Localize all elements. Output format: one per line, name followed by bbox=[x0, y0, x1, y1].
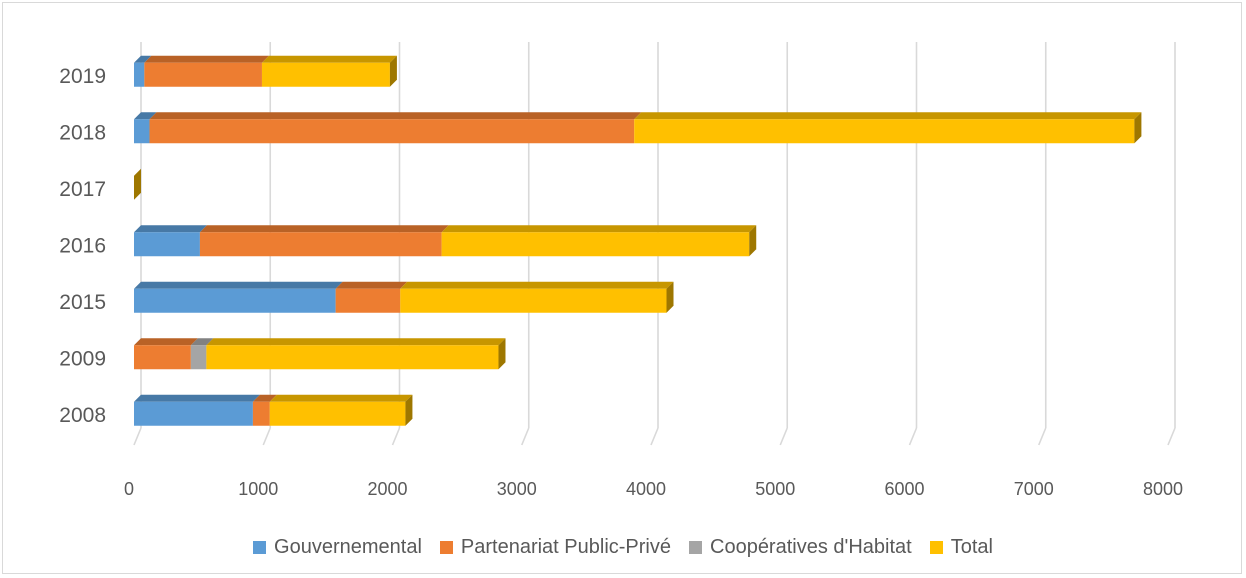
legend-label-partenariat: Partenariat Public-Privé bbox=[460, 535, 671, 558]
legend-label-gouvernemental: Gouvernemental bbox=[274, 535, 422, 558]
x-tick-label: 4000 bbox=[626, 479, 666, 499]
bar-2008-gouvernemental-top bbox=[134, 394, 260, 402]
bar-end-face bbox=[498, 338, 506, 370]
bar-2009-total bbox=[206, 345, 499, 370]
bar-2015-total-top bbox=[400, 281, 674, 289]
bar-2016-gouvernemental bbox=[134, 232, 200, 257]
floor-gridline bbox=[133, 427, 142, 446]
x-tick-label: 6000 bbox=[884, 479, 924, 499]
legend-swatch-cooperatives bbox=[689, 540, 702, 554]
legend: Gouvernemental Partenariat Public-Privé … bbox=[0, 532, 1246, 562]
bar-2018-total-top bbox=[634, 112, 1142, 120]
y-tick-label: 2016 bbox=[59, 234, 106, 257]
bar-2019-partenariat-public-priv- bbox=[144, 62, 262, 87]
floor-gridline bbox=[1038, 427, 1047, 446]
legend-item-total: Total bbox=[929, 535, 993, 559]
bar-2019-gouvernemental-top bbox=[134, 55, 152, 63]
bar-group-2009 bbox=[134, 338, 506, 370]
bar-2015-gouvernemental bbox=[134, 288, 336, 313]
bar-2008-partenariat-public-priv- bbox=[252, 401, 270, 426]
x-tick-label: 8000 bbox=[1143, 479, 1183, 499]
bar-2019-gouvernemental bbox=[134, 62, 145, 87]
y-tick-label: 2018 bbox=[59, 121, 106, 144]
bar-2008-total bbox=[269, 401, 406, 426]
bar-end-face bbox=[389, 55, 397, 87]
bar-2015-partenariat-public-priv--top bbox=[335, 281, 408, 289]
x-tick-label: 5000 bbox=[755, 479, 795, 499]
y-tick-label: 2019 bbox=[59, 65, 106, 88]
bar-end-face bbox=[1134, 112, 1142, 144]
floor-gridline bbox=[650, 427, 659, 446]
bar-2016-partenariat-public-priv--top bbox=[199, 225, 449, 233]
bar-2016-partenariat-public-priv- bbox=[199, 232, 442, 257]
bar-2008-partenariat-public-priv--top bbox=[252, 394, 277, 402]
legend-item-cooperatives: Coopératives d'Habitat bbox=[689, 536, 912, 559]
bar-2009-total-top bbox=[206, 338, 506, 346]
floor-gridline bbox=[1167, 427, 1176, 446]
bar-2015-total bbox=[400, 288, 667, 313]
floor-gridline bbox=[521, 427, 530, 446]
y-tick-label: 2009 bbox=[59, 347, 106, 370]
bar-end-face bbox=[749, 225, 757, 257]
legend-item-partenariat: Partenariat Public-Privé bbox=[439, 535, 671, 559]
y-tick-label: 2015 bbox=[59, 291, 106, 314]
floor-gridline bbox=[262, 427, 271, 446]
bar-end-face bbox=[666, 281, 674, 313]
bars bbox=[134, 55, 1142, 426]
bar-2018-partenariat-public-priv- bbox=[149, 119, 635, 144]
bar-end-face bbox=[405, 394, 413, 426]
x-tick-label: 2000 bbox=[367, 479, 407, 499]
legend-swatch-partenariat bbox=[439, 540, 453, 554]
bar-2016-total bbox=[441, 232, 750, 257]
x-tick-label: 1000 bbox=[238, 479, 278, 499]
bar-group-2015 bbox=[134, 281, 674, 313]
legend-label-total: Total bbox=[950, 535, 993, 558]
bar-2009-partenariat-public-priv- bbox=[134, 345, 191, 370]
bar-2016-gouvernemental-top bbox=[134, 225, 207, 233]
bar-group-2019 bbox=[134, 55, 397, 87]
y-tick-label: 2017 bbox=[59, 178, 106, 201]
bar-2015-gouvernemental-top bbox=[134, 281, 343, 289]
bar-2019-partenariat-public-priv--top bbox=[144, 55, 269, 63]
legend-item-gouvernemental: Gouvernemental bbox=[253, 536, 422, 559]
bar-group-2016 bbox=[134, 225, 757, 257]
bar-2018-partenariat-public-priv--top bbox=[149, 112, 642, 120]
x-axis-labels: 0 1000 2000 3000 4000 5000 6000 7000 8000 bbox=[124, 479, 1183, 499]
bar-2016-total-top bbox=[441, 225, 757, 233]
bar-2018-total bbox=[634, 119, 1135, 144]
floor-gridline bbox=[391, 427, 401, 446]
bar-group-2018 bbox=[134, 112, 1142, 144]
bar-2018-gouvernemental bbox=[134, 119, 150, 144]
floor-gridline bbox=[779, 427, 788, 446]
bar-2019-total bbox=[261, 62, 390, 87]
y-axis-labels: 2008 2009 2015 2016 2017 2018 2019 bbox=[59, 65, 106, 427]
bar-2008-gouvernemental bbox=[134, 401, 253, 426]
x-tick-label: 0 bbox=[124, 479, 134, 499]
bar-2019-total-top bbox=[261, 55, 397, 63]
bar-group-2017 bbox=[134, 168, 141, 200]
bar-2009-coop-ratives-d-habitat bbox=[190, 345, 207, 370]
legend-label-cooperatives: Coopératives d'Habitat bbox=[710, 535, 912, 558]
bar-2008-total-top bbox=[269, 394, 413, 402]
bar-end-face bbox=[134, 168, 141, 200]
x-tick-label: 3000 bbox=[497, 479, 537, 499]
bar-2015-partenariat-public-priv- bbox=[335, 288, 401, 313]
y-tick-label: 2008 bbox=[59, 404, 106, 427]
bar-2009-coop-ratives-d-habitat-top bbox=[190, 338, 214, 346]
x-tick-label: 7000 bbox=[1014, 479, 1054, 499]
floor-gridline bbox=[908, 427, 918, 446]
legend-swatch-gouvernemental bbox=[253, 540, 267, 554]
legend-swatch-total bbox=[929, 540, 943, 554]
bar-2018-gouvernemental-top bbox=[134, 112, 157, 120]
bar-group-2008 bbox=[134, 394, 413, 426]
bar-2009-partenariat-public-priv--top bbox=[134, 338, 198, 346]
